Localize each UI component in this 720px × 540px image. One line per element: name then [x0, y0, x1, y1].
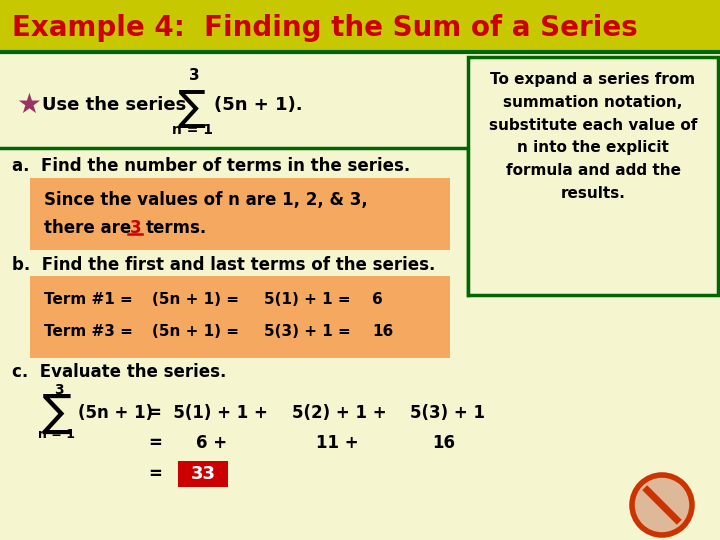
Text: 3: 3 — [130, 219, 142, 237]
Text: n = 1: n = 1 — [171, 123, 212, 137]
Bar — [0, 0, 720, 50]
Text: Since the values of n are 1, 2, & 3,: Since the values of n are 1, 2, & 3, — [44, 191, 368, 209]
Text: To expand a series from
summation notation,
substitute each value of
n into the : To expand a series from summation notati… — [489, 72, 697, 201]
Text: ∑: ∑ — [178, 87, 206, 129]
Text: ★: ★ — [16, 91, 41, 119]
Text: 16: 16 — [372, 325, 393, 340]
Text: 5(2) + 1 +: 5(2) + 1 + — [292, 404, 387, 422]
Text: 5(3) + 1 =: 5(3) + 1 = — [264, 325, 351, 340]
Circle shape — [632, 475, 692, 535]
Text: =: = — [148, 434, 162, 452]
Text: (5n + 1): (5n + 1) — [78, 404, 153, 422]
Text: (5n + 1).: (5n + 1). — [214, 96, 302, 114]
Text: n = 1: n = 1 — [37, 429, 74, 442]
Text: Example 4:  Finding the Sum of a Series: Example 4: Finding the Sum of a Series — [12, 14, 638, 42]
Text: 3: 3 — [54, 383, 64, 397]
Text: (5n + 1) =: (5n + 1) = — [152, 325, 239, 340]
Text: c.  Evaluate the series.: c. Evaluate the series. — [12, 363, 226, 381]
Text: 11 +: 11 + — [316, 434, 359, 452]
Text: (5n + 1) =: (5n + 1) = — [152, 293, 239, 307]
Text: terms.: terms. — [146, 219, 207, 237]
Text: 3: 3 — [189, 69, 199, 84]
Text: a.  Find the number of terms in the series.: a. Find the number of terms in the serie… — [12, 157, 410, 175]
Text: 16: 16 — [432, 434, 455, 452]
Text: 5(3) + 1: 5(3) + 1 — [410, 404, 485, 422]
Bar — [468, 57, 718, 295]
Text: Term #1 =: Term #1 = — [44, 293, 132, 307]
Text: b.  Find the first and last terms of the series.: b. Find the first and last terms of the … — [12, 256, 436, 274]
Text: =  5(1) + 1 +: = 5(1) + 1 + — [148, 404, 268, 422]
Bar — [30, 276, 450, 358]
Text: ∑: ∑ — [41, 392, 71, 435]
Text: Term #3 =: Term #3 = — [44, 325, 133, 340]
Text: 5(1) + 1 =: 5(1) + 1 = — [264, 293, 351, 307]
Text: Use the series: Use the series — [42, 96, 186, 114]
Text: =: = — [148, 465, 162, 483]
Bar — [178, 461, 228, 487]
Text: 33: 33 — [191, 465, 215, 483]
Text: there are: there are — [44, 219, 137, 237]
Text: 6 +: 6 + — [196, 434, 227, 452]
Bar — [30, 178, 450, 250]
Text: 6: 6 — [372, 293, 383, 307]
